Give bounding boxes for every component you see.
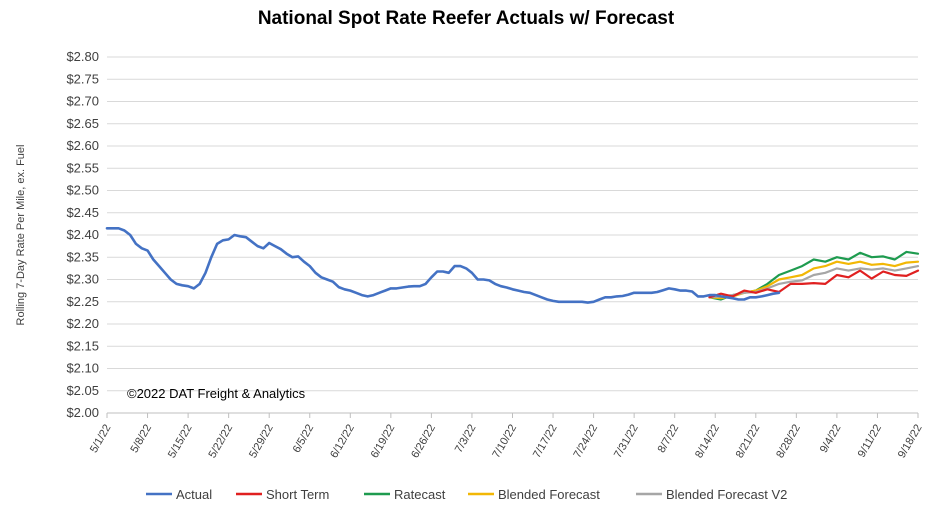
- series-layer: [105, 227, 920, 304]
- x-tick-label: 5/15/22: [166, 423, 195, 461]
- y-tick-label: $2.00: [66, 405, 99, 420]
- x-tick-label: 6/19/22: [369, 423, 398, 461]
- x-tick-label: 6/26/22: [409, 423, 438, 461]
- x-tick-label: 9/18/22: [896, 423, 925, 461]
- y-tick-label: $2.40: [66, 227, 99, 242]
- x-tick-label: 8/14/22: [693, 423, 722, 461]
- grid-layer: [107, 56, 918, 414]
- y-tick-label: $2.45: [66, 205, 99, 220]
- y-tick-label: $2.50: [66, 183, 99, 198]
- x-tick-label: 8/7/22: [656, 423, 682, 455]
- x-tick-label: 7/24/22: [571, 423, 600, 461]
- chart-title: National Spot Rate Reefer Actuals w/ For…: [258, 8, 675, 29]
- y-tick-label: $2.65: [66, 116, 99, 131]
- x-tick-label: 9/4/22: [818, 423, 844, 455]
- y-tick-label: $2.35: [66, 249, 99, 264]
- legend-label: Blended Forecast: [498, 487, 600, 502]
- x-tick-label: 8/28/22: [774, 423, 803, 461]
- series-line-short-term: [708, 269, 920, 299]
- x-tick-label: 7/10/22: [490, 423, 519, 461]
- y-tick-label: $2.80: [66, 49, 99, 64]
- y-tick-label: $2.10: [66, 361, 99, 376]
- y-tick-label: $2.55: [66, 160, 99, 175]
- y-tick-label: $2.05: [66, 383, 99, 398]
- copyright-annotation: ©2022 DAT Freight & Analytics: [127, 386, 306, 401]
- x-tick-label: 8/21/22: [734, 423, 763, 461]
- x-tick-label: 7/31/22: [612, 423, 641, 461]
- y-tick-label: $2.15: [66, 338, 99, 353]
- y-tick-label: $2.20: [66, 316, 99, 331]
- series-line-blended-forecast-v2: [708, 265, 920, 299]
- legend-label: Ratecast: [394, 487, 446, 502]
- legend-label: Short Term: [266, 487, 329, 502]
- y-tick-label: $2.25: [66, 294, 99, 309]
- y-tick-labels: $2.00 $2.05 $2.10 $2.15 $2.20 $2.25 $2.30 $2.35…: [66, 49, 99, 420]
- x-tick-labels: 5/1/22 5/8/22 5/15/22 5/22/22 5/29/22 6/5/22 6…: [88, 413, 925, 460]
- y-tick-label: $2.75: [66, 71, 99, 86]
- x-tick-label: 5/22/22: [207, 423, 236, 461]
- x-tick-label: 7/3/22: [453, 423, 479, 455]
- legend-label: Actual: [176, 487, 212, 502]
- x-tick-label: 5/1/22: [88, 423, 114, 455]
- series-line-actual: [105, 227, 781, 304]
- y-tick-label: $2.60: [66, 138, 99, 153]
- y-tick-label: $2.30: [66, 272, 99, 287]
- y-axis-label: Rolling 7-Day Rate Per Mile, ex. Fuel: [15, 145, 27, 326]
- x-tick-label: 7/17/22: [531, 423, 560, 461]
- x-tick-label: 6/5/22: [291, 423, 317, 455]
- x-tick-label: 9/11/22: [856, 423, 884, 460]
- x-tick-label: 6/12/22: [328, 423, 357, 461]
- y-tick-label: $2.70: [66, 94, 99, 109]
- x-tick-label: 5/29/22: [247, 423, 276, 461]
- legend-label: Blended Forecast V2: [666, 487, 787, 502]
- legend: Actual Short Term Ratecast Blended Forecast…: [146, 487, 787, 502]
- x-tick-label: 5/8/22: [128, 423, 154, 455]
